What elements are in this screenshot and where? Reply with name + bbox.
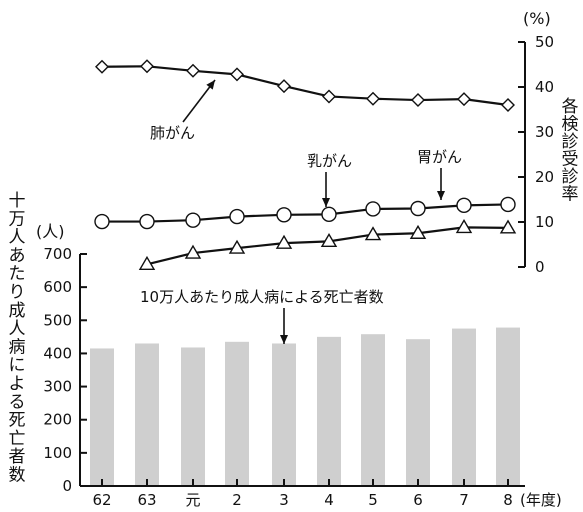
breast-arrow-head <box>322 198 330 207</box>
diamond-marker-元 <box>186 63 200 78</box>
triangle-marker-63 <box>138 255 156 270</box>
series-label-breast: 乳がん <box>307 152 352 170</box>
x-tick-label: 8 <box>503 491 513 509</box>
right-tick-label: 20 <box>535 168 554 186</box>
right-tick-label: 0 <box>535 258 545 276</box>
circle-marker-3 <box>276 207 292 223</box>
diamond-marker-2 <box>230 67 244 82</box>
diamond-marker-63 <box>140 59 154 74</box>
circle-marker-63 <box>139 213 155 230</box>
circle-marker-6 <box>410 200 426 217</box>
series-line-diamond <box>101 65 509 107</box>
x-tick-label: 4 <box>324 491 334 509</box>
bars-layer <box>90 327 520 486</box>
series-label-stomach: 胃がん <box>417 148 462 166</box>
bar-元 <box>181 347 205 486</box>
diamond-marker-6 <box>411 93 425 108</box>
left-tick-label: 100 <box>43 444 72 462</box>
circle-marker-62 <box>94 213 110 230</box>
diamond-marker-4 <box>322 89 336 104</box>
triangle-marker-6 <box>409 224 427 239</box>
right-tick-label: 30 <box>535 123 554 141</box>
triangle-marker-元 <box>184 244 202 259</box>
triangle-marker-2 <box>228 239 246 254</box>
left-tick-label: 300 <box>43 378 72 396</box>
circle-marker-2 <box>229 208 245 225</box>
x-tick-label: 6 <box>413 491 423 509</box>
x-axis-unit: (年度) <box>520 491 562 509</box>
triangle-marker-7 <box>455 219 473 234</box>
circle-marker-4 <box>321 206 337 223</box>
series-line-circle <box>102 203 509 223</box>
bar-arrow-head <box>280 335 288 344</box>
triangle-marker-3 <box>275 234 293 249</box>
circle-marker-7 <box>456 197 472 214</box>
diamond-marker-8 <box>501 98 515 112</box>
bar-series-label: 10万人あたり成人病による死亡者数 <box>140 288 384 306</box>
x-tick-label: 5 <box>368 491 378 509</box>
series-label-lung: 肺がん <box>150 124 195 142</box>
left-tick-label: 700 <box>43 245 72 263</box>
bar-3 <box>272 343 296 486</box>
bar-63 <box>135 343 159 486</box>
left-tick-label: 600 <box>43 278 72 296</box>
x-tick-label: 62 <box>92 491 111 509</box>
x-tick-label: 63 <box>137 491 156 509</box>
diamond-marker-5 <box>366 91 380 106</box>
circle-marker-8 <box>500 196 516 213</box>
x-tick-label: 7 <box>459 491 469 509</box>
bar-8 <box>496 327 520 486</box>
bar-4 <box>317 336 341 486</box>
bar-5 <box>361 334 385 486</box>
lung-arrow-head <box>206 80 215 90</box>
bar-62 <box>90 348 114 486</box>
diamond-marker-3 <box>277 79 291 94</box>
x-tick-label: 2 <box>232 491 242 509</box>
axes-layer: 0 100 200 300 400 500 600 700 0 10 20 30 40 50 62 63 元 2 3… <box>43 33 554 509</box>
stomach-arrow-head <box>437 191 445 200</box>
bar-2 <box>225 341 249 486</box>
diamond-marker-62 <box>95 59 109 74</box>
left-tick-label: 200 <box>43 411 72 429</box>
left-tick-label: 500 <box>43 311 72 329</box>
right-axis-unit: (%) <box>523 9 551 28</box>
x-tick-label: 元 <box>185 491 200 509</box>
right-axis-title: 各検診受診率 <box>562 97 579 205</box>
bar-6 <box>406 339 430 486</box>
bar-7 <box>452 328 476 486</box>
left-tick-label: 0 <box>62 477 72 495</box>
right-tick-label: 40 <box>535 78 554 96</box>
left-axis-title: 十万人あたり成人病による死亡者数 <box>9 191 26 486</box>
circle-marker-5 <box>365 201 381 217</box>
triangle-marker-4 <box>320 232 338 248</box>
left-tick-label: 400 <box>43 344 72 362</box>
circle-marker-元 <box>185 212 201 228</box>
right-tick-label: 50 <box>535 33 554 51</box>
triangle-marker-5 <box>364 226 382 241</box>
markers-layer <box>94 59 517 270</box>
x-tick-label: 3 <box>279 491 289 509</box>
diamond-marker-7 <box>457 92 471 107</box>
triangle-marker-8 <box>499 219 517 234</box>
left-axis-unit: (人) <box>36 222 65 241</box>
right-tick-label: 10 <box>535 213 554 231</box>
